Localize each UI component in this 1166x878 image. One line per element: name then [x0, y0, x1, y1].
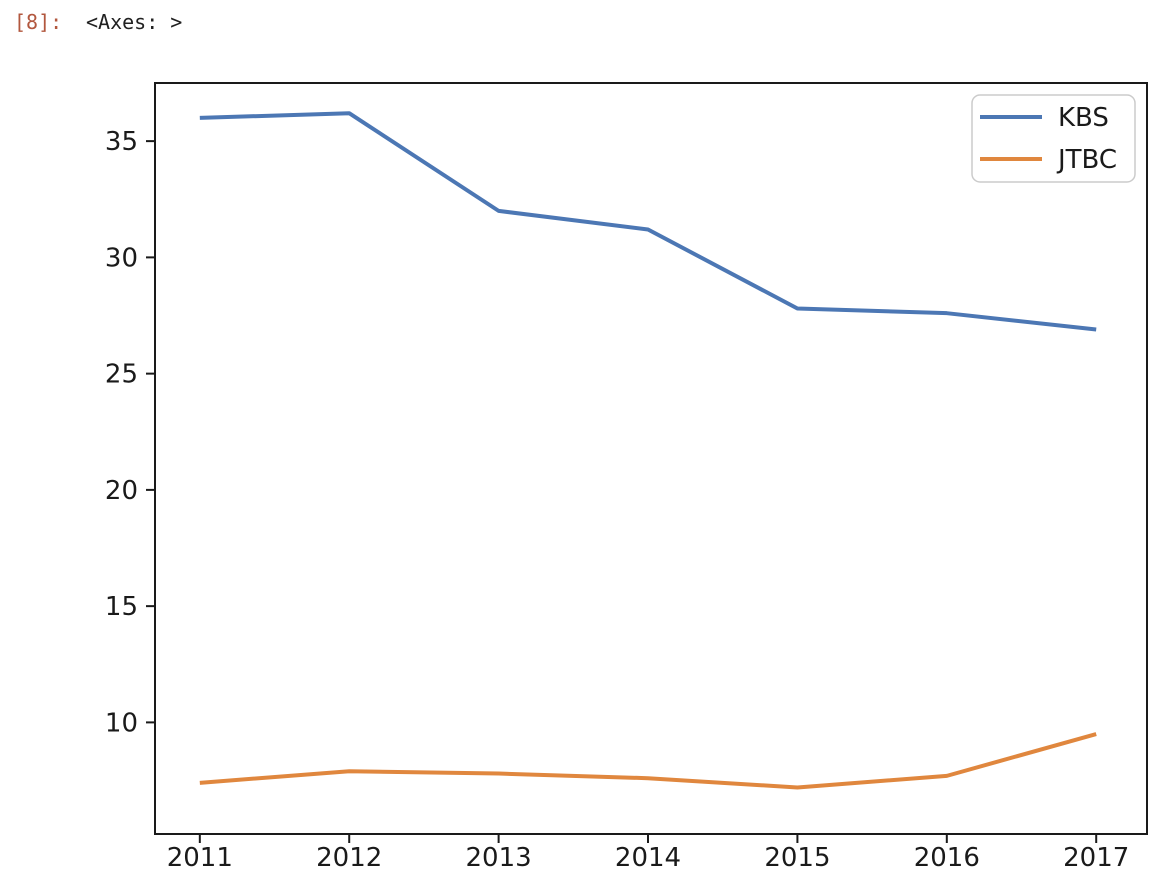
series-line-jtbc [199, 732, 1097, 790]
y-tick-label: 25 [105, 360, 138, 390]
series-line-kbs [199, 111, 1097, 332]
x-tick-label: 2016 [914, 843, 980, 873]
legend-label-kbs: KBS [1058, 103, 1109, 133]
y-tick-label: 20 [105, 476, 138, 506]
x-tick-label: 2011 [167, 843, 233, 873]
x-tick-label: 2017 [1063, 843, 1129, 873]
x-tick-label: 2013 [466, 843, 532, 873]
x-tick-label: 2015 [764, 843, 830, 873]
y-tick-label: 35 [105, 127, 138, 157]
y-tick-label: 15 [105, 592, 138, 622]
output-repr-text: <Axes: > [86, 10, 183, 34]
output-prompt: [8]: [14, 10, 63, 34]
y-tick-label: 30 [105, 243, 138, 273]
x-tick-label: 2012 [316, 843, 382, 873]
plot-frame [154, 82, 1148, 835]
x-tick-label: 2014 [615, 843, 681, 873]
legend-label-jtbc: JTBC [1056, 145, 1117, 175]
y-tick-label: 10 [105, 708, 138, 738]
